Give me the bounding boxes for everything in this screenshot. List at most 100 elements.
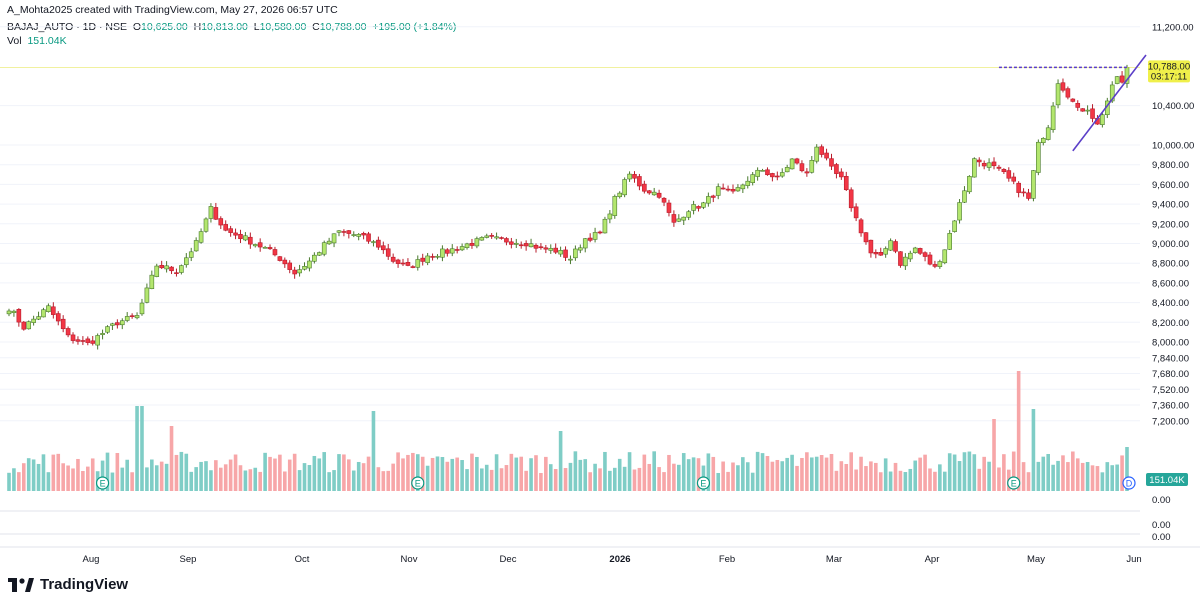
candle-body [553,247,558,253]
time-tick-label: Sep [180,554,197,565]
candle-body [188,251,194,258]
volume-bar [809,457,814,491]
candle-body [321,242,327,255]
volume-bar [1061,455,1065,491]
volume-bar [164,463,169,491]
candle-body [1021,191,1026,194]
volume-bar [1071,451,1075,491]
earnings-marker: E [696,476,711,490]
volume-bar [21,463,26,491]
candle-body [385,248,391,257]
countdown-label: 03:17:11 [1151,71,1187,82]
candle-body [996,166,1002,169]
candle-body [770,173,775,178]
candle-body [277,256,283,261]
volume-bar [287,459,292,491]
candle-body [775,175,780,178]
volume-bar [484,464,489,491]
price-tick-label: 8,800.00 [1152,259,1189,270]
price-tick-label: 7,520.00 [1152,385,1189,396]
volume-bar [741,457,745,491]
candle-body [400,262,406,265]
volume-bar [470,453,474,491]
volume-bar [711,456,716,491]
volume-bar [696,458,701,491]
volume-bar [56,453,61,491]
candle-body [282,259,288,265]
volume-bar [839,461,844,491]
volume-bar [140,406,144,491]
volume-bar [800,457,804,491]
candle-body [440,248,445,258]
candle-body [238,233,243,240]
candle-body [95,335,100,346]
candle-body [100,333,105,335]
volume-bar [947,453,952,491]
candle-body [578,247,583,251]
volume-label[interactable]: Vol [7,35,22,47]
volume-bar [90,458,95,491]
candle-body [252,244,258,247]
candle-body [834,164,839,174]
volume-bar [888,471,893,491]
volume-bar [214,460,218,491]
candle-body [784,167,790,173]
candle-body [843,176,849,191]
tradingview-logo[interactable]: TradingView [8,576,128,593]
candle-body [765,169,770,176]
candle-body [730,189,736,192]
candle-body [814,146,820,162]
volume-bar [322,452,327,491]
volume-bar [371,411,376,491]
candle-body [922,252,928,257]
candle-body [198,231,204,243]
volume-bar [765,456,770,491]
volume-bar [573,451,578,491]
time-tick-label: Apr [925,554,940,565]
candle-body [489,235,494,237]
candle-body [898,251,903,266]
volume-bar [677,464,681,491]
volume-bar [312,455,317,491]
time-tick-label: Jun [1126,554,1141,565]
candle-body [794,158,800,164]
volume-bar [76,458,80,491]
candle-body [445,249,450,254]
volume-bar [386,470,391,491]
candle-body [51,306,56,315]
volume-bar [494,454,499,491]
candle-body [316,252,322,256]
candle-body [878,252,884,256]
volume-bar [632,469,637,491]
earnings-marker-circle [411,476,425,490]
candle-body [272,249,278,256]
volume-bar [406,454,410,491]
volume-bar [51,454,56,491]
candle-body [381,245,386,251]
volume-bar [489,469,494,491]
candle-body [1065,88,1071,98]
volume-bar [578,459,583,491]
candle-body [622,179,627,196]
candle-body [31,318,36,323]
candle-body [789,158,795,170]
price-tick-label: 7,200.00 [1152,416,1189,427]
price-tick-label: 8,600.00 [1152,278,1189,289]
volume-bar [347,459,351,491]
volume-bars [7,371,1129,491]
volume-bar [81,470,85,491]
candle-body [873,251,879,255]
volume-bar [420,456,425,491]
dividend-marker-circle [1122,476,1136,490]
volume-bar [1090,465,1095,491]
candle-body [233,232,238,236]
candle-body [907,252,913,260]
volume-bar [278,454,282,491]
volume-badge-label: 151.04K [1149,475,1185,486]
volume-bar [795,465,799,491]
candle-body [267,247,273,250]
volume-bar [268,456,272,491]
volume-bar [199,461,203,491]
candle-body [169,266,174,272]
